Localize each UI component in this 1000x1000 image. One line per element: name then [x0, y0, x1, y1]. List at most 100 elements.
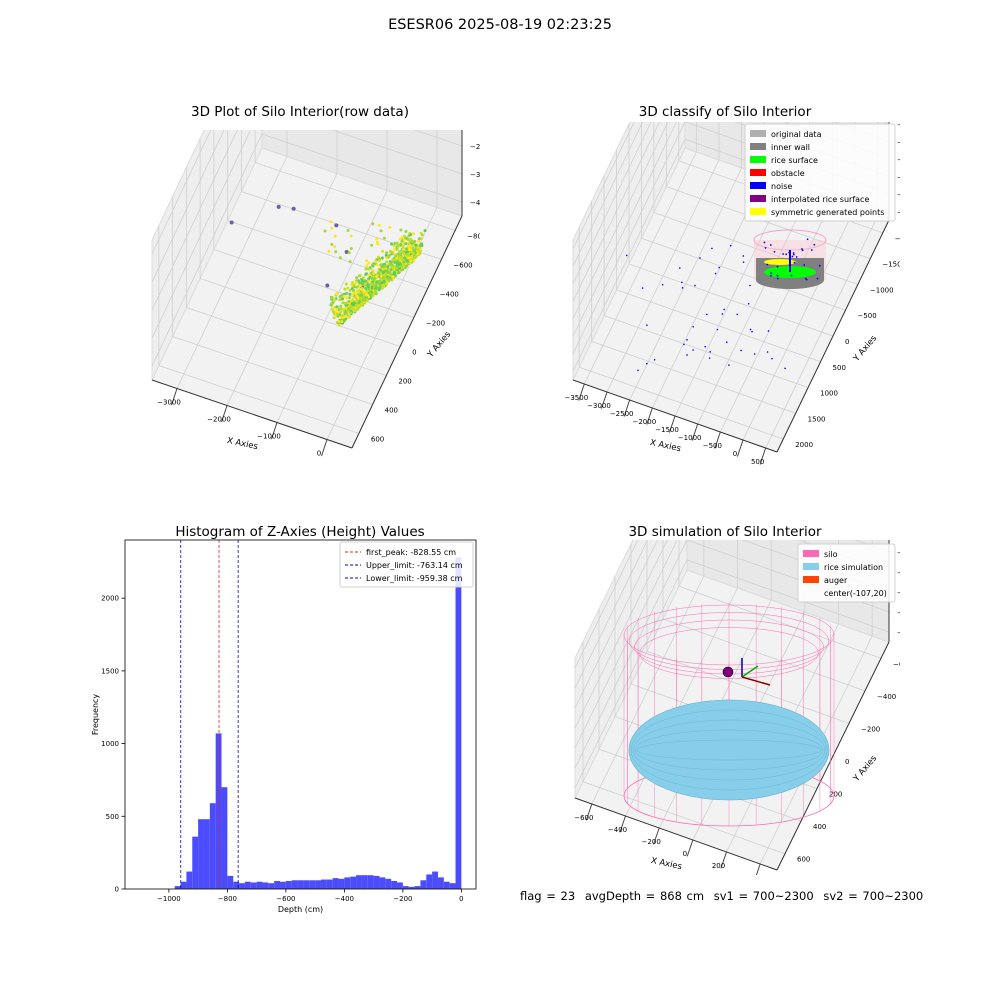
p1-rice-point [376, 255, 380, 259]
p2-ytick-label: 500 [833, 364, 846, 372]
p2-noise-point [725, 341, 728, 343]
p4-xtick-label: −600 [574, 814, 593, 822]
p1-rice-point [369, 282, 373, 286]
p1-rice-point [399, 228, 403, 232]
p1-rice-point [400, 235, 404, 239]
p1-rice-point [361, 276, 365, 280]
center-marker [722, 666, 734, 678]
p2-noise-point [692, 349, 694, 351]
p2-noise-point [721, 313, 724, 315]
p2-noise-point [646, 362, 648, 365]
p1-rice-point [390, 272, 394, 276]
p1-rice-point [416, 246, 420, 249]
p4-legend-label: rice simulation [824, 563, 883, 572]
status-sv1: sv1 = 700~2300 [713, 889, 814, 903]
histogram-xtick-label: −1000 [157, 895, 181, 903]
p4-grid-z [574, 540, 678, 749]
p1-rice-point [340, 320, 344, 324]
p2-noise-point [742, 255, 745, 257]
p1-rice-point [363, 279, 366, 283]
histogram-bar [426, 874, 433, 889]
p1-rice-point [344, 314, 348, 318]
histogram-bar [455, 557, 462, 889]
p1-grid-z [151, 130, 238, 311]
p1-rice-point [345, 296, 349, 300]
histogram-bar [443, 881, 450, 889]
p1-rice-point [348, 288, 352, 292]
p1-rice-point [375, 274, 379, 278]
p1-rice-point [344, 311, 348, 315]
p1-rice-point [370, 271, 373, 275]
p1-rice-point [343, 287, 347, 291]
p2-noise-point [801, 248, 803, 250]
p1-ytick-label: 0 [412, 349, 416, 357]
p1-rice-point [334, 250, 338, 254]
p2-ytick-label: −2000 [895, 235, 900, 243]
histogram-bar [280, 881, 286, 889]
rice-simulation-surface [628, 699, 830, 801]
p1-ztick-label: −4000 [470, 199, 480, 207]
p1-rice-point [374, 289, 378, 293]
rice-simulation-mesh [632, 719, 826, 781]
p1-rice-point [423, 229, 427, 233]
p2-noise-point [806, 238, 809, 241]
p1-rice-point [405, 264, 409, 268]
status-line: flag = 23 avgDepth = 868 cm sv1 = 700~23… [520, 889, 928, 903]
p1-rice-point [379, 277, 383, 281]
p4-grid-z [574, 540, 668, 729]
p1-rice-point [402, 247, 406, 251]
classify-3d-plot: −3500−3000−2500−2000−1500−1000−500050020… [564, 122, 900, 466]
p1-rice-point [355, 295, 359, 298]
p1-rice-point [327, 249, 331, 253]
p2-grid-y [666, 186, 871, 260]
p1-rice-point [323, 229, 327, 233]
p1-outlier-point [344, 250, 349, 255]
p2-legend-swatch [750, 143, 766, 150]
p1-rice-point [355, 276, 359, 280]
histogram-bar [326, 879, 333, 889]
p4-ztick-label: −600 [897, 589, 900, 597]
p1-rice-point [393, 247, 397, 251]
histogram-x-axis-label: Depth (cm) [278, 905, 323, 914]
histogram-legend-label: Lower_limit: -959.38 cm [366, 574, 463, 583]
p1-rice-point [396, 260, 400, 264]
p1-rice-point [349, 247, 353, 251]
p1-rice-point [375, 237, 379, 241]
histogram-bar [391, 881, 398, 889]
p2-legend-label: inner wall [771, 143, 810, 152]
p1-rice-point [405, 250, 409, 254]
rawdata-3d-plot: −3000 −2000 −1000 0 600 400 200 0 −200 −400 −600 −8… [151, 130, 480, 458]
p1-rice-point [353, 291, 357, 295]
p2-tick-x [668, 415, 676, 433]
p4-grid-y [582, 781, 786, 855]
status-sv2: sv2 = 700~2300 [823, 889, 924, 903]
rice-simulation-mesh [636, 739, 822, 761]
p1-rice-point [370, 277, 374, 280]
p2-noise-point [789, 249, 791, 252]
p1-xtick-label: −2000 [207, 416, 231, 424]
p4-tick-x [720, 851, 727, 869]
p1-rice-point [331, 301, 335, 304]
p1-rice-point [405, 254, 408, 258]
p4-ytick-label: −400 [877, 693, 896, 701]
p2-noise-point [753, 353, 756, 355]
histogram-bar [227, 875, 234, 889]
p4-xtick-label: 400 [745, 874, 758, 875]
histogram-bar [192, 836, 199, 889]
p2-noise-point [646, 324, 648, 327]
p1-tick-x [171, 388, 178, 406]
p1-rice-point [351, 297, 355, 301]
p2-noise-point [683, 343, 685, 346]
p1-rice-point [344, 303, 348, 307]
p4-ztick-label: −800 [897, 609, 900, 617]
histogram-bar [250, 882, 257, 889]
p1-rice-point [339, 310, 343, 314]
simulation-plot-title: 3D simulation of Silo Interior [628, 524, 822, 540]
p1-rice-point [413, 240, 417, 243]
p2-noise-point [785, 253, 788, 256]
p1-rice-point [400, 256, 404, 260]
p4-x-axis-label: X Axies [650, 856, 683, 872]
p2-xtick-label: −1500 [655, 426, 679, 434]
p1-rice-point [338, 295, 342, 298]
p1-grid-z-right [413, 130, 463, 147]
